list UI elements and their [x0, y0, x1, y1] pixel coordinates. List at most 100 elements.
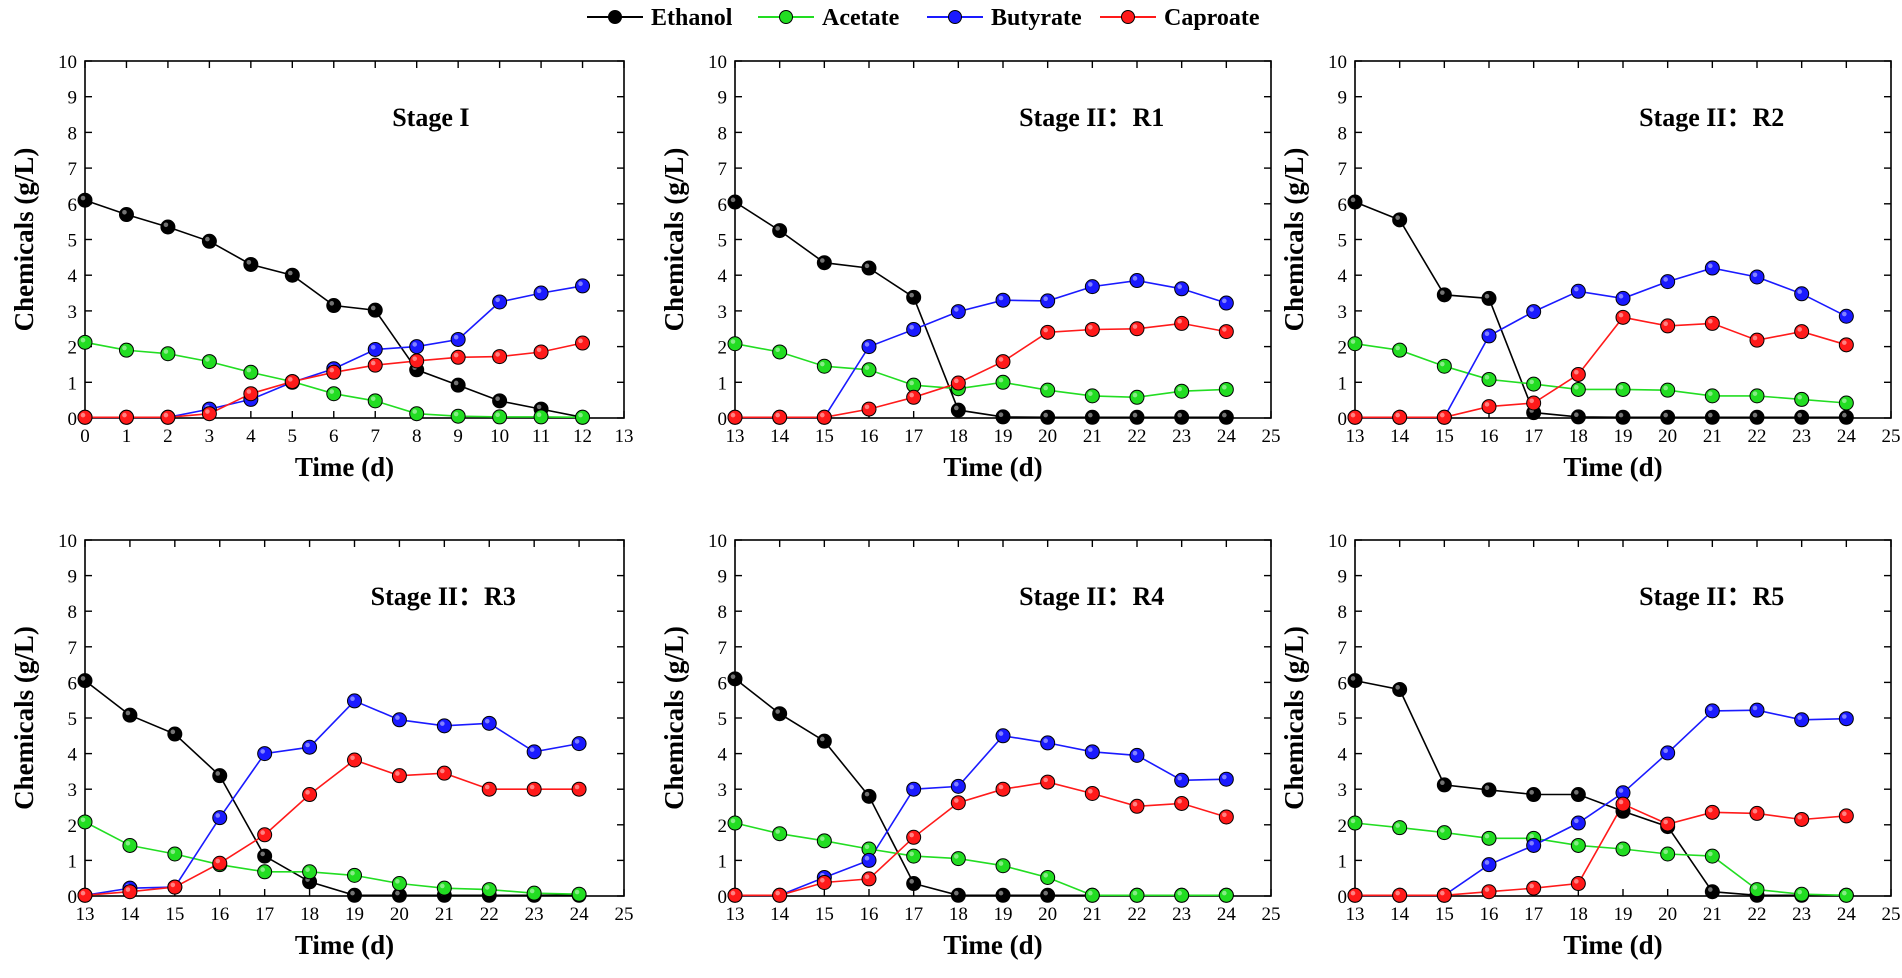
- panel-2-point-highlight: [1088, 282, 1093, 287]
- panel-4-point-highlight: [170, 729, 176, 735]
- panel-6-point-highlight: [1708, 887, 1713, 892]
- panel-1-xtick-label: 12: [573, 426, 592, 447]
- panel-3-point-highlight: [1842, 412, 1847, 418]
- panel-4-point-caproate: [212, 855, 228, 871]
- panel-4-point-highlight: [125, 887, 131, 892]
- panel-5-point-highlight: [1043, 738, 1048, 744]
- panel-1-line-caproate: [85, 342, 583, 419]
- panel-6-point-caproate: [1704, 804, 1720, 820]
- panel-4-point-highlight: [350, 890, 355, 896]
- panel-4-point-caproate: [257, 827, 273, 843]
- panel-3-point-butyrate: [1660, 274, 1676, 290]
- panel-4-point-highlight: [350, 755, 355, 761]
- panel-5-point-highlight: [954, 781, 959, 787]
- legend-marker-butyrate: [948, 10, 962, 24]
- panel-3-point-ethanol: [1749, 409, 1765, 425]
- panel-6-point-highlight: [1529, 840, 1534, 846]
- panel-3-ylabel: Chemicals (g/L): [1279, 148, 1309, 332]
- panel-1-point-highlight: [412, 356, 417, 361]
- panel-4-point-caproate: [526, 781, 542, 797]
- panel-6-point-butyrate: [1704, 703, 1720, 719]
- panel-3-point-caproate: [1481, 399, 1497, 415]
- panel-3-point-butyrate: [1794, 286, 1810, 302]
- panel-4-point-highlight: [440, 883, 445, 889]
- panel-2-point-acetate: [1174, 383, 1190, 399]
- panel-1-point-highlight: [536, 288, 542, 294]
- panel-2-point-highlight: [954, 307, 959, 312]
- panel-1-point-highlight: [578, 412, 583, 418]
- panel-5-xtick-label: 24: [1217, 904, 1237, 925]
- panel-3-point-highlight: [1484, 374, 1490, 380]
- panel-1-point-highlight: [453, 411, 459, 417]
- panel-5-point-acetate: [1040, 869, 1056, 885]
- panel-4-ytick-label: 10: [58, 531, 77, 552]
- panel-2-ytick-label: 10: [708, 52, 727, 73]
- panel-1-point-acetate: [409, 406, 425, 422]
- panel-3-point-butyrate: [1749, 269, 1765, 285]
- panel-4-ytick-label: 2: [68, 816, 78, 837]
- panel-4-point-highlight: [80, 890, 86, 896]
- panel-3-point-highlight: [1618, 384, 1624, 390]
- panel-4-point-highlight: [170, 882, 176, 888]
- panel-3-point-ethanol: [1481, 290, 1497, 306]
- panel-3-xtick-label: 25: [1882, 426, 1901, 447]
- panel-5-title: Stage II：R4: [1019, 582, 1164, 611]
- panel-6-point-caproate: [1838, 808, 1854, 824]
- panel-6-point-highlight: [1842, 714, 1847, 719]
- panel-6-point-highlight: [1395, 890, 1400, 896]
- panel-2-xtick-label: 14: [770, 426, 790, 447]
- panel-2-point-highlight: [1043, 296, 1048, 302]
- panel-2-xtick-label: 25: [1262, 426, 1281, 447]
- panel-1-point-highlight: [370, 396, 376, 401]
- panel-2-ytick-label: 4: [718, 266, 728, 287]
- panel-2-point-acetate: [1218, 381, 1234, 397]
- panel-6-point-highlight: [1484, 887, 1490, 892]
- panel-1-point-caproate: [367, 357, 383, 373]
- panel-1-xtick-label: 9: [453, 426, 463, 447]
- panel-1-point-butyrate: [367, 341, 383, 357]
- panel-5-point-ethanol: [816, 733, 832, 749]
- panel-2-xtick-label: 13: [726, 426, 745, 447]
- panel-4-xtick-label: 22: [480, 904, 499, 925]
- panel-5-ytick-label: 7: [718, 638, 728, 659]
- panel-5-point-highlight: [1043, 890, 1048, 896]
- panel-5-point-caproate: [772, 887, 788, 903]
- legend-item-ethanol: Ethanol: [587, 5, 733, 31]
- panel-3-point-caproate: [1794, 324, 1810, 340]
- panel-2-xtick-label: 18: [949, 426, 968, 447]
- panel-6-point-acetate: [1436, 825, 1452, 841]
- panel-1-point-ethanol: [160, 219, 176, 235]
- panel-2-point-caproate: [1174, 315, 1190, 331]
- panel-5-ytick-label: 1: [718, 851, 728, 872]
- panel-4-point-acetate: [526, 885, 542, 901]
- panel-1-plot-area: [77, 192, 591, 425]
- panel-5-point-caproate: [1218, 809, 1234, 825]
- panel-3-xtick-label: 19: [1614, 426, 1633, 447]
- panel-4-point-caproate: [347, 752, 362, 768]
- panel-4-ytick-label: 1: [68, 851, 78, 872]
- panel-4-point-caproate: [77, 887, 93, 903]
- panel-3-ytick-label: 7: [1338, 159, 1348, 180]
- panel-4-point-butyrate: [212, 810, 228, 826]
- panel-4-point-butyrate: [571, 736, 587, 752]
- panel-1-xtick-label: 10: [490, 426, 509, 447]
- panel-3-point-ethanol: [1660, 409, 1676, 425]
- panel-3-point-highlight: [1484, 293, 1490, 299]
- panel-1-point-highlight: [80, 412, 86, 418]
- panel-3-point-highlight: [1574, 384, 1579, 390]
- panel-6-xtick-label: 22: [1748, 904, 1767, 925]
- panel-3-xtick-label: 22: [1748, 426, 1767, 447]
- panel-4-point-highlight: [260, 749, 265, 754]
- panel-2-ytick-label: 9: [718, 88, 728, 109]
- panel-6-point-acetate: [1838, 887, 1854, 903]
- panel-3-point-butyrate: [1570, 283, 1586, 299]
- panel-2-point-highlight: [864, 342, 870, 347]
- panel-3-point-butyrate: [1838, 308, 1854, 324]
- panel-1-point-acetate: [492, 409, 508, 425]
- panel-3-point-highlight: [1395, 345, 1400, 351]
- legend-item-butyrate: Butyrate: [927, 5, 1082, 31]
- panel-1-point-highlight: [122, 412, 127, 418]
- panel-1-point-ethanol: [326, 298, 342, 314]
- panel-6-xtick-label: 21: [1703, 904, 1722, 925]
